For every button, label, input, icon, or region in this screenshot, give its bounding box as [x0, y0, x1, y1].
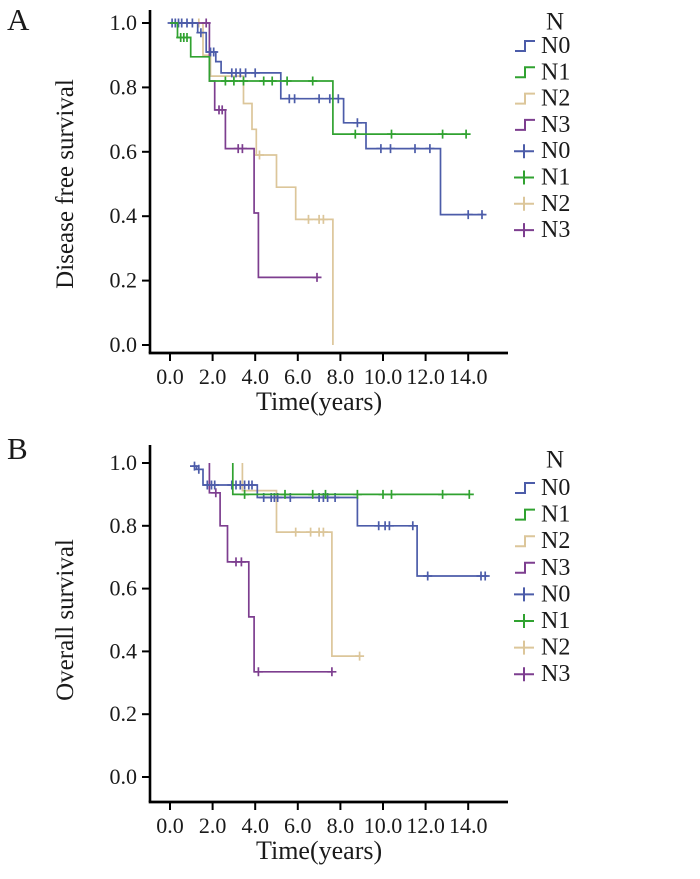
survival-curve-N3 [170, 22, 317, 279]
x-tick-label: 14.0 [449, 813, 488, 838]
legend-step-glyph-N2 [515, 535, 535, 548]
panel-b-letter: B [7, 431, 28, 466]
censor-marks-N0 [190, 461, 490, 581]
survival-curve-N1 [231, 463, 470, 496]
legend-step-glyph-N3 [515, 118, 535, 131]
x-tick-label: 12.0 [406, 813, 445, 838]
legend-label-line-N2: N2 [541, 86, 570, 112]
y-tick-label: 0.4 [110, 638, 138, 663]
panel-a-letter: A [7, 2, 30, 37]
legend-label-censor-N1: N1 [541, 165, 570, 191]
legend-label-line-N3: N3 [541, 112, 570, 138]
censor-marks-N1 [240, 489, 474, 499]
survival-curve-N2 [241, 463, 360, 657]
y-tick-label: 0.0 [110, 764, 138, 789]
legend-label-censor-N1: N1 [541, 608, 570, 634]
legend-censor-glyph-N3 [514, 223, 534, 238]
y-tick-label: 0.0 [110, 332, 138, 357]
legend-censor-glyph-N1 [514, 614, 534, 628]
legend-step-glyph-N0 [515, 40, 535, 52]
x-axis-title: Time(years) [256, 836, 382, 865]
x-tick-label: 10.0 [364, 364, 403, 389]
x-tick-label: 8.0 [327, 364, 355, 389]
legend-label-line-N1: N1 [541, 502, 570, 528]
legend-censor-glyph-N1 [514, 170, 534, 185]
y-tick-label: 0.8 [110, 513, 138, 538]
censor-marks-N0 [167, 18, 487, 220]
censor-marks-N3 [201, 18, 322, 282]
legend-label-line-N1: N1 [541, 59, 570, 85]
survival-curve-N1 [170, 22, 467, 135]
legend-step-glyph-N1 [515, 508, 535, 521]
legend-censor-glyph-N0 [514, 587, 534, 602]
y-tick-label: 0.4 [110, 203, 138, 228]
legend-label-line-N0: N0 [541, 475, 570, 501]
y-tick-label: 1.0 [110, 10, 138, 35]
panel-b-plot: 0.0 0.2 0.4 0.6 0.8 1.0 0.0 2.0 4.0 6.0 8.0 10.0 12.… [52, 445, 570, 865]
legend-label-censor-N3: N3 [541, 217, 570, 243]
legend-label-line-N0: N0 [541, 33, 570, 59]
y-axis-title: Overall survival [52, 539, 79, 701]
y-tick-label: 0.2 [110, 268, 138, 293]
censor-marks-N2 [291, 527, 365, 661]
legend-label-line-N3: N3 [541, 555, 570, 581]
x-tick-label: 14.0 [449, 364, 488, 389]
legend-censor-glyph-N0 [514, 144, 534, 159]
x-tick-label: 4.0 [241, 364, 269, 389]
legend-censor-glyph-N3 [514, 667, 534, 682]
legend-censor-glyph-N2 [514, 196, 534, 211]
legend-label-censor-N2: N2 [541, 635, 570, 661]
legend-title: N [546, 9, 564, 36]
y-tick-label: 0.8 [110, 74, 138, 99]
x-tick-label: 0.0 [156, 813, 184, 838]
censor-marks-N3 [211, 488, 337, 677]
censor-marks-N1 [176, 33, 471, 139]
legend-label-line-N2: N2 [541, 528, 570, 554]
legend-label-censor-N0: N0 [541, 138, 570, 164]
legend-label-censor-N2: N2 [541, 191, 570, 217]
y-tick-label: 1.0 [110, 450, 138, 475]
legend-step-glyph-N2 [515, 92, 535, 105]
x-tick-label: 6.0 [284, 813, 312, 838]
y-tick-label: 0.6 [110, 139, 138, 164]
legend-title: N [546, 447, 564, 474]
x-tick-label: 4.0 [241, 813, 269, 838]
x-axis-title: Time(years) [256, 387, 382, 416]
y-tick-label: 0.2 [110, 701, 138, 726]
x-tick-label: 6.0 [284, 364, 312, 389]
x-tick-label: 2.0 [199, 813, 227, 838]
panel-a-plot: 0.0 0.2 0.4 0.6 0.8 1.0 0.0 2.0 4.0 6.0 8.0 10.0 12.… [52, 9, 570, 417]
x-tick-label: 12.0 [406, 364, 445, 389]
legend-step-glyph-N3 [515, 561, 535, 574]
x-tick-label: 10.0 [364, 813, 403, 838]
y-axis-title: Disease free survival [52, 79, 79, 289]
x-tick-label: 8.0 [327, 813, 355, 838]
legend-step-glyph-N1 [515, 66, 535, 79]
legend-step-glyph-N0 [515, 482, 535, 494]
survival-curve-N2 [170, 22, 334, 345]
legend-censor-glyph-N2 [514, 640, 534, 655]
legend-label-censor-N0: N0 [541, 581, 570, 607]
y-tick-label: 0.6 [110, 576, 138, 601]
x-tick-label: 2.0 [199, 364, 227, 389]
legend-label-censor-N3: N3 [541, 661, 570, 687]
x-tick-label: 0.0 [156, 364, 184, 389]
